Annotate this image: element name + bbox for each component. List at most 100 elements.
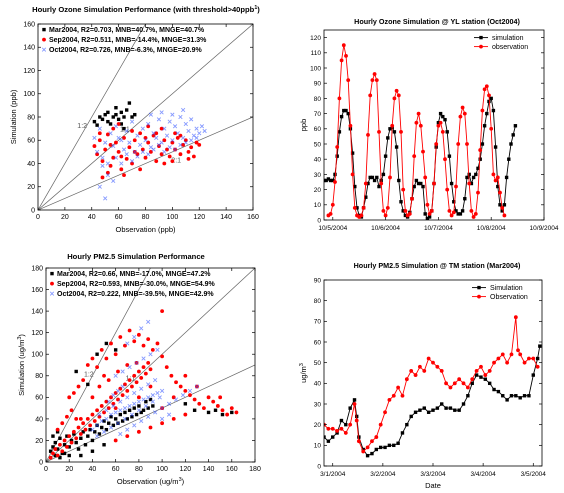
data-point [473,212,478,216]
data-point [157,144,161,148]
data-point [183,402,188,406]
data-point [136,429,141,434]
legend-label: observation [492,44,528,51]
data-point [377,129,381,134]
data-point [114,106,118,110]
data-point [154,131,159,136]
data-point [95,123,99,127]
data-point [108,425,114,430]
data-point [365,445,370,450]
data-point [470,377,475,382]
y-tick-label: 30 [314,401,322,408]
data-point [119,122,124,126]
data-point [118,412,123,417]
data-point [189,117,194,122]
data-point [141,343,146,348]
x-tick-label: 60 [112,466,120,473]
y-axis-label-main: Simulation (ug/m [17,340,26,396]
data-point [48,449,53,453]
data-point [378,422,383,427]
data-point [127,378,132,382]
data-point [92,419,97,423]
data-point [401,209,405,213]
data-point [495,175,500,180]
data-point [162,149,167,154]
x-axis-label-close: ) [182,477,185,486]
data-point [115,388,121,393]
data-point [122,416,128,422]
data-point [514,394,518,398]
series-3 [92,107,207,201]
data-point [97,131,102,136]
data-point [423,175,428,180]
data-point [122,405,128,411]
data-point [167,119,172,124]
data-point [206,410,211,415]
data-point [324,435,326,439]
reference-line-2 [46,268,255,462]
data-point [335,428,339,433]
x-tick-label: 140 [220,214,232,221]
data-point [485,111,489,116]
data-point [422,406,426,410]
data-point [416,111,421,116]
data-point [175,136,180,140]
y-axis-label-main: ug/m [299,366,308,383]
y-tick-label: 50 [314,141,322,148]
y-tick-label: 100 [31,352,43,359]
series-3 [90,319,200,439]
data-point [166,412,172,417]
data-point [178,384,183,389]
data-point [361,449,366,454]
data-point [197,143,202,147]
series-2 [48,309,239,460]
data-point [483,373,488,377]
data-point [482,87,487,92]
data-point [466,394,470,398]
x-axis-label-sup: 3 [179,477,182,483]
data-point [159,405,165,411]
data-point [118,408,123,413]
data-point [118,335,123,339]
data-point [440,129,445,134]
x-tick-label: 3/5/2004 [521,471,547,478]
data-point [138,142,143,148]
data-point [97,138,102,143]
data-point [431,360,435,365]
data-point [478,148,483,152]
data-point [202,406,206,411]
data-point [410,196,414,201]
data-point [127,101,132,105]
data-point [155,341,160,346]
data-point [479,375,483,379]
data-point [392,443,396,448]
data-point [155,390,160,396]
x-tick-label: 160 [226,466,238,473]
data-point [116,149,121,154]
data-point [438,120,443,125]
data-point [53,447,58,451]
data-point [352,402,357,406]
x-tick-label: 10/7/2004 [424,225,453,232]
data-point [183,140,188,145]
data-point [125,388,130,393]
data-point [78,416,83,421]
data-point [426,410,431,414]
data-point [335,431,339,435]
data-point [383,410,387,415]
data-point [67,434,72,439]
data-point [341,43,346,48]
data-point [130,415,134,419]
data-point [146,414,151,419]
data-point [451,210,456,215]
data-point [170,112,175,117]
legend-label: Mar2004, R2=0.66, MNB=-17.0%, MNGE=47.2% [57,271,211,278]
y-tick-label: 90 [314,81,322,88]
reference-line-label: 1:2 [84,372,94,379]
chart-title: Hourly Ozone Simulation @ YL station (Oc… [354,17,520,26]
data-point [487,381,492,386]
data-point [330,426,335,431]
y-tick-label: 80 [314,298,322,305]
y-axis-label-close: ) [17,334,26,337]
